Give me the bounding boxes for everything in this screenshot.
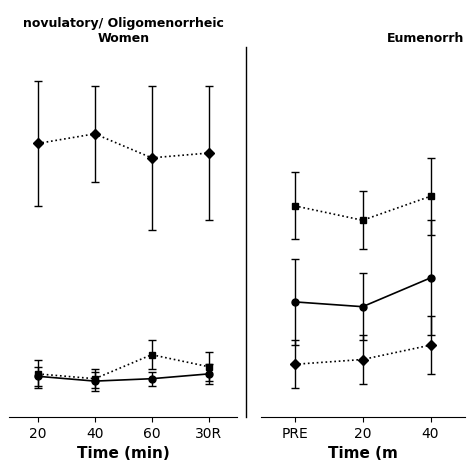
X-axis label: Time (m: Time (m (328, 447, 398, 461)
Title: novulatory/ Oligomenorrheic
Women: novulatory/ Oligomenorrheic Women (23, 17, 224, 45)
Text: Eumenorrh: Eumenorrh (387, 32, 465, 45)
X-axis label: Time (min): Time (min) (77, 447, 170, 461)
